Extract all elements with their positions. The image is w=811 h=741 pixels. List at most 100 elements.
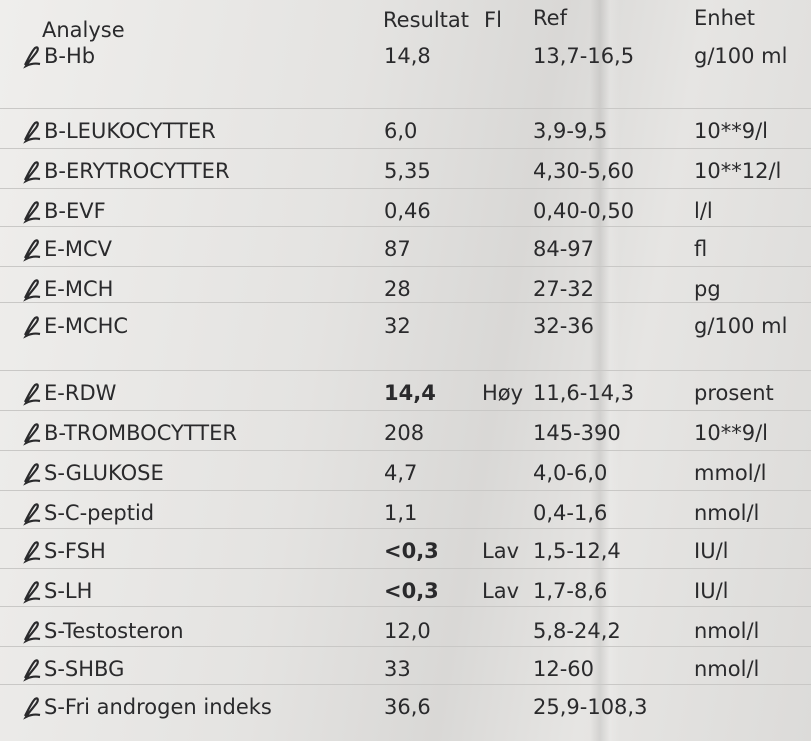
unit: nmol/l — [694, 501, 760, 525]
reference: 11,6-14,3 — [533, 381, 635, 405]
analyse: E-RDW — [44, 381, 117, 405]
reference: 12-60 — [533, 657, 595, 681]
reference: 4,30-5,60 — [533, 159, 635, 183]
reference: 0,4-1,6 — [533, 501, 608, 525]
flag: Lav — [482, 539, 519, 563]
reference: 1,7-8,6 — [533, 579, 608, 603]
reference: 25,9-108,3 — [533, 695, 648, 719]
row-rule — [0, 528, 811, 529]
pen-icon — [22, 422, 42, 446]
row-rule — [0, 450, 811, 451]
pen-icon — [22, 238, 42, 262]
analyse: E-MCH — [44, 277, 114, 301]
pen-icon — [22, 696, 42, 720]
reference: 27-32 — [533, 277, 595, 301]
unit: l/l — [694, 199, 713, 223]
pen-icon — [22, 45, 42, 69]
analyse: S-FSH — [44, 539, 106, 563]
result: 1,1 — [384, 501, 418, 525]
pen-icon — [22, 315, 42, 339]
reference: 13,7-16,5 — [533, 44, 635, 68]
pen-icon — [22, 580, 42, 604]
row-rule — [0, 410, 811, 411]
unit: 10**9/l — [694, 119, 768, 143]
row-rule — [0, 188, 811, 189]
result: 5,35 — [384, 159, 431, 183]
result: 14,8 — [384, 44, 431, 68]
analyse: E-MCHC — [44, 314, 129, 338]
pen-icon — [22, 620, 42, 644]
result: 4,7 — [384, 461, 418, 485]
result: 87 — [384, 237, 411, 261]
analyse: S-SHBG — [44, 657, 125, 681]
reference: 1,5-12,4 — [533, 539, 621, 563]
result: <0,3 — [384, 579, 439, 603]
pen-icon — [22, 278, 42, 302]
pen-icon — [22, 120, 42, 144]
reference: 84-97 — [533, 237, 595, 261]
row-rule — [0, 370, 811, 371]
header-ref: Ref — [533, 6, 567, 30]
analyse: S-Testosteron — [44, 619, 184, 643]
row-rule — [0, 684, 811, 685]
result: 33 — [384, 657, 411, 681]
row-rule — [0, 266, 811, 267]
analyse: B-ERYTROCYTTER — [44, 159, 230, 183]
unit: mmol/l — [694, 461, 767, 485]
header-unit: Enhet — [694, 6, 756, 30]
result: 28 — [384, 277, 411, 301]
reference: 3,9-9,5 — [533, 119, 608, 143]
pen-icon — [22, 658, 42, 682]
result: 36,6 — [384, 695, 431, 719]
analyse: S-Fri androgen indeks — [44, 695, 272, 719]
pen-icon — [22, 382, 42, 406]
row-rule — [0, 148, 811, 149]
reference: 32-36 — [533, 314, 595, 338]
pen-icon — [22, 160, 42, 184]
unit: fl — [694, 237, 708, 261]
analyse: B-LEUKOCYTTER — [44, 119, 216, 143]
analyse: E-MCV — [44, 237, 112, 261]
header-analyse: Analyse — [42, 18, 125, 42]
reference: 0,40-0,50 — [533, 199, 635, 223]
result: 6,0 — [384, 119, 418, 143]
reference: 5,8-24,2 — [533, 619, 621, 643]
unit: g/100 ml — [694, 44, 788, 68]
row-rule — [0, 646, 811, 647]
result: 14,4 — [384, 381, 436, 405]
unit: nmol/l — [694, 619, 760, 643]
row-rule — [0, 606, 811, 607]
analyse: B-Hb — [44, 44, 96, 68]
result: 0,46 — [384, 199, 431, 223]
analyse: B-TROMBOCYTTER — [44, 421, 237, 445]
result: 12,0 — [384, 619, 431, 643]
pen-icon — [22, 502, 42, 526]
pen-icon — [22, 462, 42, 486]
result: 32 — [384, 314, 411, 338]
analyse: S-GLUKOSE — [44, 461, 164, 485]
unit: 10**12/l — [694, 159, 782, 183]
header-result: Resultat — [383, 8, 469, 32]
header-flag: Fl — [484, 8, 502, 32]
row-rule — [0, 226, 811, 227]
flag: Høy — [482, 381, 524, 405]
pen-icon — [22, 540, 42, 564]
reference: 4,0-6,0 — [533, 461, 608, 485]
unit: IU/l — [694, 579, 729, 603]
unit: g/100 ml — [694, 314, 788, 338]
result: 208 — [384, 421, 425, 445]
row-rule — [0, 490, 811, 491]
pen-icon — [22, 200, 42, 224]
unit: nmol/l — [694, 657, 760, 681]
row-rule — [0, 302, 811, 303]
analyse: S-C-peptid — [44, 501, 155, 525]
analyse: B-EVF — [44, 199, 106, 223]
unit: 10**9/l — [694, 421, 768, 445]
unit: pg — [694, 277, 721, 301]
result: <0,3 — [384, 539, 439, 563]
row-rule — [0, 568, 811, 569]
unit: IU/l — [694, 539, 729, 563]
row-rule — [0, 108, 811, 109]
unit: prosent — [694, 381, 774, 405]
analyse: S-LH — [44, 579, 93, 603]
